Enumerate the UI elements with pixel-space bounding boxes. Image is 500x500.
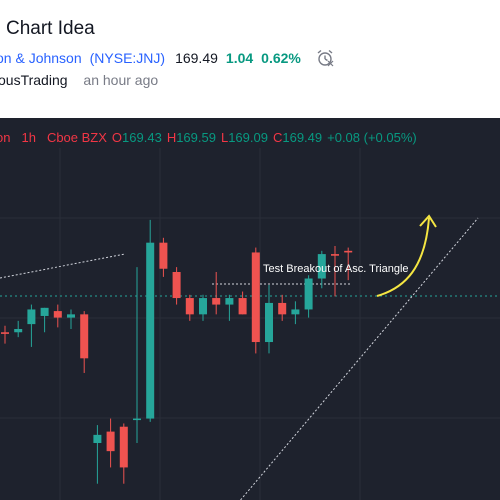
legend-low-label: L (220, 130, 229, 145)
breakout-arrow (376, 217, 430, 297)
ticker-link[interactable]: (NYSE:JNJ) (89, 50, 166, 66)
candle-up (133, 418, 141, 421)
idea-header: Chart Idea on & Johnson (NYSE:JNJ) 169.4… (0, 0, 500, 118)
candle-up (14, 329, 23, 333)
candle-down (344, 250, 353, 253)
legend-open-label: O (111, 130, 123, 145)
legend-symbol: on (0, 130, 11, 145)
candle-up (93, 434, 102, 443)
candle-down (80, 314, 89, 359)
author-link[interactable]: ousTrading (0, 72, 68, 88)
legend-open-value: 169.43 (122, 130, 162, 145)
legend-low-value: 169.09 (228, 130, 268, 145)
candle-down (119, 426, 128, 468)
author-row: ousTrading an hour ago (0, 72, 158, 88)
legend-close-label: C (272, 130, 283, 145)
price-chart[interactable]: Test Breakout of Asc. Triangle on 1h Cbo… (0, 118, 500, 500)
alarm-clock-icon[interactable] (315, 48, 335, 68)
legend-high-value: 169.59 (176, 130, 216, 145)
candle-up (225, 298, 234, 305)
candle-down (331, 254, 339, 256)
upper-trendline (0, 253, 126, 279)
candle-down (1, 332, 9, 334)
candle-up (291, 309, 300, 315)
price-change: 1.04 (225, 50, 254, 66)
candle-up (317, 254, 326, 279)
candle-up (304, 278, 313, 310)
candle-down (251, 252, 260, 343)
candle-up (146, 242, 155, 419)
candle-down (159, 242, 168, 269)
price-change-percent: 0.62% (261, 50, 301, 66)
chart-canvas: Test Breakout of Asc. Triangle (0, 148, 500, 500)
idea-title: Chart Idea (6, 18, 95, 39)
legend-close-value: 169.49 (282, 130, 323, 145)
candle-down (238, 298, 247, 315)
candle-up (27, 309, 36, 325)
candle-down (212, 298, 221, 305)
last-price: 169.49 (175, 50, 218, 66)
candle-down (172, 272, 181, 299)
candle-down (106, 431, 115, 452)
annotation-label: Test Breakout of Asc. Triangle (263, 263, 409, 275)
candle-up (40, 307, 49, 316)
candle-down (185, 298, 194, 315)
publish-time: an hour ago (83, 72, 159, 88)
candle-up (199, 298, 207, 315)
ascending-trendline (239, 217, 479, 500)
legend-interval[interactable]: 1h (21, 130, 36, 145)
candle-down (278, 302, 287, 315)
candle-up (67, 314, 75, 318)
chart-grid (0, 148, 500, 500)
candles-group (1, 219, 353, 484)
company-link[interactable]: on & Johnson (0, 50, 82, 66)
arrow-head-icon (419, 214, 437, 228)
chart-legend: on 1h Cboe BZX O169.43 H169.59 L169.09 C… (0, 130, 417, 145)
candle-up (265, 302, 273, 343)
legend-exchange: Cboe BZX (46, 130, 107, 145)
legend-change: +0.08 (+0.05%) (327, 130, 417, 145)
symbol-row: on & Johnson (NYSE:JNJ) 169.49 1.04 0.62… (0, 48, 335, 68)
candle-down (53, 311, 62, 318)
legend-high-label: H (166, 130, 177, 145)
